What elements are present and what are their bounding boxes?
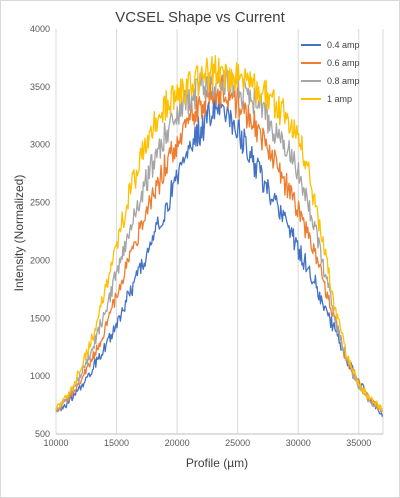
x-axis-title: Profile (µm) [186,456,248,470]
x-tick-label: 30000 [286,438,311,448]
y-tick-label: 1500 [30,313,50,323]
x-tick-label: 20000 [165,438,190,448]
y-axis-title: Intensity (Normalized) [12,175,26,292]
series-layer [55,55,384,417]
chart-title: VCSEL Shape vs Current [115,9,285,26]
series-line-1-amp [55,55,383,412]
y-tick-label: 3500 [30,82,50,92]
grid-layer [55,29,384,434]
axis-layer: 10000 15000 20000 25000 30000 35000 500 1000 150… [30,24,383,448]
y-tick-label: 3000 [30,140,50,150]
series-line-0-4-amp [55,95,384,417]
x-tick-label: 10000 [43,438,68,448]
x-tick-label: 15000 [104,438,129,448]
y-tick-label: 2500 [30,198,50,208]
y-tick-label: 500 [35,429,50,439]
legend-label: 0.8 amp [327,76,360,86]
legend-label: 0.4 amp [327,40,360,50]
x-tick-label: 35000 [346,438,371,448]
legend: 0.4 amp 0.6 amp 0.8 amp 1 amp [301,40,360,104]
legend-label: 0.6 amp [327,58,360,68]
series-line-0-8-amp [55,69,383,413]
x-tick-label: 25000 [225,438,250,448]
y-tick-label: 4000 [30,24,50,34]
y-tick-label: 1000 [30,371,50,381]
y-tick-label: 2000 [30,255,50,265]
series-line-0-6-amp [55,74,383,413]
legend-label: 1 amp [327,94,352,104]
